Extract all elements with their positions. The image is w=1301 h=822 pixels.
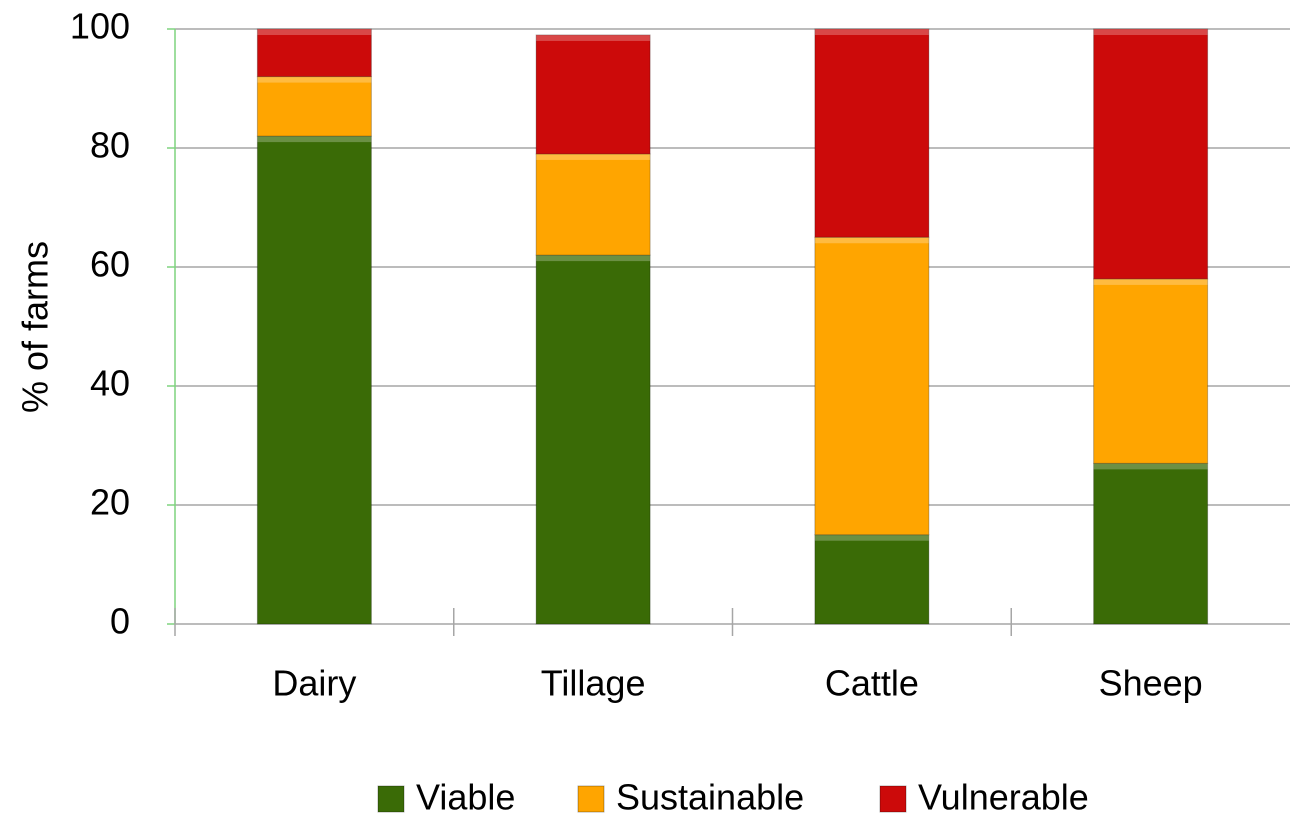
legend-label: Viable	[416, 777, 515, 817]
bar-segment	[535, 254, 651, 625]
bar-highlight	[257, 76, 372, 83]
x-tick-label: Tillage	[541, 663, 646, 704]
x-tick-label: Dairy	[272, 663, 356, 704]
bar-highlight	[1093, 29, 1208, 35]
bar-highlight	[257, 29, 372, 35]
bar-segment	[1093, 278, 1209, 464]
legend-swatch	[577, 785, 605, 813]
bar-segment	[814, 236, 930, 536]
bar-highlight	[814, 237, 929, 244]
y-tick-label: 20	[90, 482, 130, 523]
bar-highlight	[536, 153, 651, 160]
y-tick-label: 0	[110, 601, 130, 642]
bar-segment	[1093, 28, 1209, 280]
bar-highlight	[814, 29, 929, 35]
bar-segment	[535, 153, 651, 256]
legend-label: Sustainable	[616, 777, 804, 817]
bar-highlight	[257, 136, 372, 143]
bar-segment	[256, 76, 372, 137]
bar-segment	[256, 28, 372, 78]
bar-highlight	[536, 34, 651, 41]
bar-segment	[814, 534, 930, 625]
bar-segment	[1093, 462, 1209, 625]
y-tick-label: 80	[90, 125, 130, 166]
legend-swatch	[879, 785, 907, 813]
y-axis-label: % of farms	[15, 241, 56, 413]
bar-segment	[535, 34, 651, 155]
bar-highlight	[1093, 463, 1208, 470]
bar-highlight	[1093, 278, 1208, 285]
legend-swatch	[377, 785, 405, 813]
x-tick-label: Sheep	[1099, 663, 1203, 704]
x-tick-label: Cattle	[825, 663, 919, 704]
legend-label: Vulnerable	[918, 777, 1089, 817]
bar-highlight	[814, 534, 929, 541]
y-tick-label: 100	[70, 6, 130, 47]
bar-segment	[256, 135, 372, 625]
y-tick-label: 40	[90, 363, 130, 404]
bar-segment	[814, 28, 930, 238]
bar-highlight	[536, 255, 651, 262]
y-tick-label: 60	[90, 244, 130, 285]
